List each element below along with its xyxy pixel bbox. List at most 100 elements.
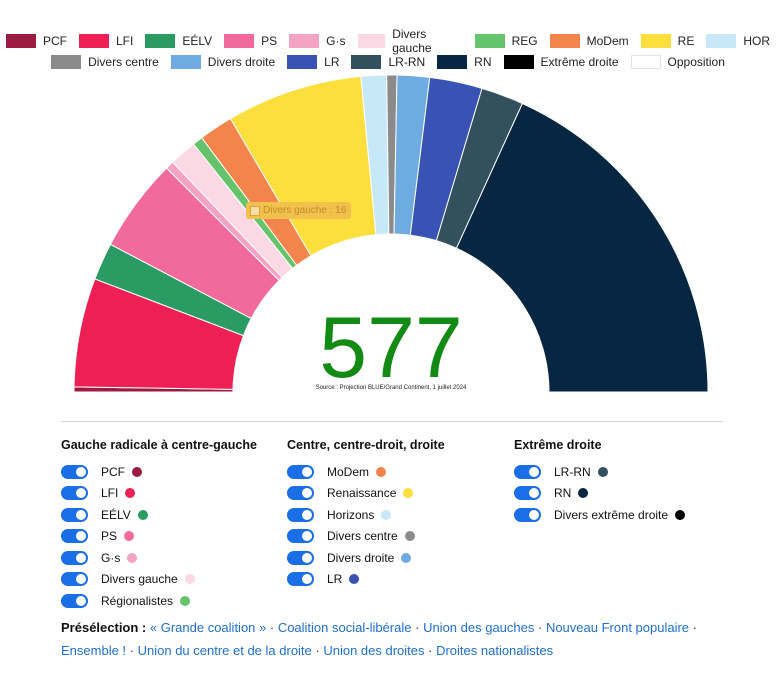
legend-item-divers-centre[interactable]: Divers centre — [51, 54, 159, 69]
legend-swatch — [357, 33, 386, 48]
group-center-right: Centre, centre-droit, droite MoDem Renaiss… — [287, 438, 445, 590]
toggle-knob — [302, 574, 312, 585]
legend-label: PS — [261, 33, 278, 48]
preselection-link-union-des-droites[interactable]: Union des droites — [323, 643, 425, 658]
toggle-switch[interactable] — [61, 529, 88, 544]
toggle-knob — [76, 466, 86, 477]
party-label: Renaissance — [327, 486, 397, 501]
group-title: Centre, centre-droit, droite — [287, 438, 445, 452]
party-label: LFI — [101, 486, 119, 501]
legend-label: Divers centre — [88, 54, 159, 69]
legend-item-lr-rn[interactable]: LR-RN — [351, 54, 426, 69]
legend-label: LR-RN — [388, 54, 426, 69]
preselection-link-union-du-centre-et-de-la-droite[interactable]: Union du centre et de la droite — [137, 643, 312, 658]
legend-swatch — [503, 54, 534, 69]
party-toggle-row-ps: PS — [61, 526, 257, 548]
party-toggle-row-lr: LR — [287, 569, 445, 591]
toggle-switch[interactable] — [287, 507, 314, 522]
toggle-switch[interactable] — [287, 464, 314, 479]
slice-rn[interactable] — [455, 102, 709, 393]
toggle-switch[interactable] — [514, 486, 541, 501]
toggle-knob — [529, 509, 539, 520]
legend-label: Divers gauche — [392, 26, 432, 55]
separator: · — [266, 620, 278, 635]
legend-item-rn[interactable]: RN — [437, 54, 492, 69]
toggle-switch[interactable] — [287, 572, 314, 587]
legend-item-reg[interactable]: REG — [474, 33, 538, 48]
legend-label: RE — [677, 33, 695, 48]
toggle-switch[interactable] — [514, 464, 541, 479]
legend-item-lr[interactable]: LR — [287, 54, 339, 69]
toggle-knob — [302, 531, 312, 542]
party-toggle-row-eelv: EÉLV — [61, 504, 257, 526]
party-label: G·s — [101, 550, 121, 565]
party-color-dot — [349, 574, 360, 585]
legend-item-pcf[interactable]: PCF — [6, 33, 67, 48]
legend-label: Opposition — [667, 54, 725, 69]
toggle-switch[interactable] — [61, 486, 88, 501]
legend-item-ps[interactable]: PS — [224, 33, 278, 48]
legend-item-divers-droite[interactable]: Divers droite — [170, 54, 276, 69]
legend-swatch — [630, 54, 661, 69]
party-label: Régionalistes — [101, 593, 174, 608]
party-color-dot — [578, 488, 589, 499]
party-label: LR — [327, 572, 343, 587]
legend-item-lfi[interactable]: LFI — [79, 33, 133, 48]
party-toggle-row-g-s: G·s — [61, 547, 257, 569]
legend-label: HOR — [743, 33, 770, 48]
party-color-dot — [403, 488, 414, 499]
separator: · — [689, 620, 697, 635]
party-toggle-row-horizons: Horizons — [287, 504, 445, 526]
preselection: Présélection : « Grande coalition » · Co… — [61, 616, 741, 662]
party-toggle-row-divers-centre: Divers centre — [287, 526, 445, 548]
toggle-switch[interactable] — [287, 529, 314, 544]
group-title: Gauche radicale à centre-gauche — [61, 438, 257, 452]
toggle-switch[interactable] — [61, 507, 88, 522]
legend-row: Divers centre Divers droite LR LR-RN RN Extrê… — [0, 51, 776, 72]
toggle-knob — [76, 488, 86, 499]
party-label: MoDem — [327, 464, 370, 479]
legend-swatch — [170, 54, 201, 69]
party-color-dot — [675, 509, 686, 520]
party-color-dot — [404, 531, 415, 542]
preselection-link-ensemble[interactable]: Ensemble ! — [61, 643, 127, 658]
toggle-switch[interactable] — [61, 593, 88, 608]
party-color-dot — [381, 509, 392, 520]
legend-swatch — [289, 33, 320, 48]
toggle-switch[interactable] — [61, 572, 88, 587]
toggle-switch[interactable] — [61, 464, 88, 479]
legend-item-divers-gauche[interactable]: Divers gauche — [357, 26, 463, 55]
toggle-knob — [76, 509, 86, 520]
party-label: Divers extrême droite — [554, 507, 669, 522]
separator: · — [126, 643, 138, 658]
legend-item-modem[interactable]: MoDem — [549, 33, 629, 48]
toggle-switch[interactable] — [61, 550, 88, 565]
separator: · — [534, 620, 546, 635]
legend-item-g-s[interactable]: G·s — [289, 33, 346, 48]
preselection-link-coalition-social-liberale[interactable]: Coalition social-libérale — [277, 620, 412, 635]
legend-label: Divers droite — [207, 54, 276, 69]
toggle-switch[interactable] — [287, 486, 314, 501]
legend-item-re[interactable]: RE — [640, 33, 695, 48]
toggle-knob — [529, 466, 539, 477]
toggle-knob — [76, 595, 86, 606]
toggle-knob — [76, 552, 86, 563]
legend-item-extreme-droite[interactable]: Extrême droite — [503, 54, 619, 69]
party-color-dot — [132, 466, 142, 477]
preselection-link-union-des-gauches[interactable]: Union des gauches — [423, 620, 535, 635]
party-toggle-row-rn: RN — [514, 483, 685, 505]
legend-label: PCF — [43, 33, 67, 48]
toggle-switch[interactable] — [287, 550, 314, 565]
preselection-link-grande-coalition[interactable]: « Grande coalition » — [149, 620, 267, 635]
preselection-link-nouveau-front-populaire[interactable]: Nouveau Front populaire — [545, 620, 690, 635]
party-toggle-row-regionalistes: Régionalistes — [61, 590, 257, 612]
preselection-link-droites-nationalistes[interactable]: Droites nationalistes — [436, 643, 554, 658]
preselection-label: Présélection : — [61, 620, 147, 635]
slice-tooltip: Divers gauche : 16 — [246, 202, 352, 219]
legend: PCF LFI EÉLV PS G·s Divers gauche REG MoDem RE HO… — [0, 26, 776, 72]
legend-item-opposition[interactable]: Opposition — [630, 54, 725, 69]
legend-item-eelv[interactable]: EÉLV — [145, 33, 212, 48]
legend-item-hor[interactable]: HOR — [706, 33, 770, 48]
legend-swatch — [640, 33, 671, 48]
toggle-switch[interactable] — [514, 507, 541, 522]
